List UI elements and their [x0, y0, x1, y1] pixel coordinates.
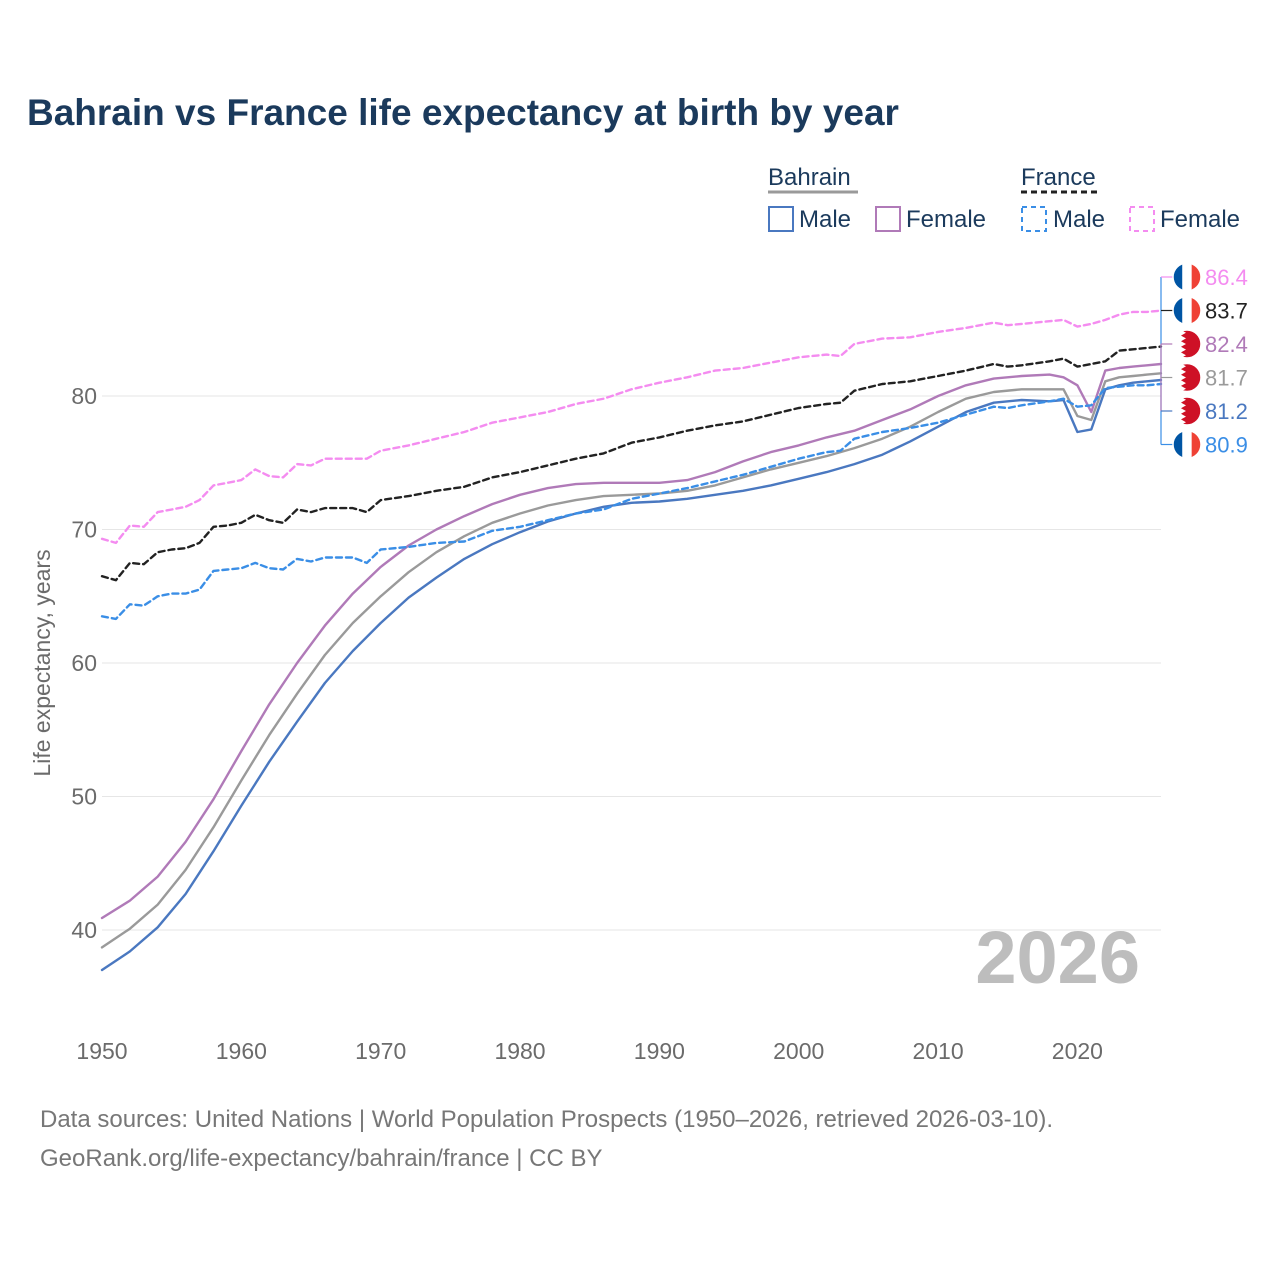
x-tick-label: 1960: [216, 1038, 267, 1064]
legend-label-france-female[interactable]: Female: [1160, 206, 1240, 233]
chart-title: Bahrain vs France life expectancy at bir…: [27, 92, 899, 133]
legend-group-bahrain: Bahrain: [768, 164, 851, 191]
axes: 1950 1960 1970 1980 1990 2000 2010 2020: [76, 1038, 1103, 1064]
bahrain-flag-icon: [1172, 362, 1202, 393]
y-tick-label: 40: [71, 917, 97, 943]
series-line-france-male[interactable]: [100, 382, 1163, 621]
france-flag-icon: [1172, 262, 1202, 292]
x-tick-label: 2010: [912, 1038, 963, 1064]
series-line-bahrain-female[interactable]: [100, 362, 1163, 920]
series-line-france-female[interactable]: [100, 309, 1163, 545]
bahrain-flag-icon: [1172, 396, 1202, 426]
bahrain-flag-icon: [1172, 329, 1202, 359]
y-tick-label: 70: [71, 517, 97, 543]
y-tick-label: 50: [71, 784, 97, 810]
end-value-label: 81.7: [1205, 366, 1248, 391]
series-line-bahrain[interactable]: [100, 372, 1163, 949]
x-tick-label: 2000: [773, 1038, 824, 1064]
series-line-france[interactable]: [100, 345, 1163, 582]
legend-group-france: France: [1021, 164, 1096, 191]
legend-swatch-france-female[interactable]: [1129, 206, 1155, 232]
x-tick-label: 1980: [494, 1038, 545, 1064]
y-axis-title: Life expectancy, years: [29, 549, 55, 776]
end-value-label: 83.7: [1205, 299, 1248, 324]
legend-swatch-bahrain-female[interactable]: [875, 206, 901, 232]
legend-label-bahrain-female[interactable]: Female: [906, 206, 986, 233]
year-watermark: 2026: [975, 916, 1140, 999]
gridlines: 40 50 60 70 80: [71, 383, 1161, 943]
legend-label-bahrain-male[interactable]: Male: [799, 206, 851, 233]
legend-swatch-bahrain-male[interactable]: [768, 206, 794, 232]
france-flag-icon: [1172, 295, 1202, 326]
source-url: GeoRank.org/life-expectancy/bahrain/fran…: [40, 1145, 603, 1172]
x-tick-label: 1990: [634, 1038, 685, 1064]
x-tick-label: 2020: [1052, 1038, 1103, 1064]
x-tick-label: 1970: [355, 1038, 406, 1064]
x-tick-label: 1950: [76, 1038, 127, 1064]
france-flag-icon: [1172, 429, 1202, 460]
end-value-label: 82.4: [1205, 332, 1248, 357]
legend: Bahrain France Male Female Male Female: [768, 164, 1240, 233]
end-value-label: 86.4: [1205, 265, 1248, 290]
end-value-label: 80.9: [1205, 433, 1248, 458]
end-markers: 86.4 83.7 82.4 81.7 81.2 80.9: [1160, 262, 1248, 460]
legend-label-france-male[interactable]: Male: [1053, 206, 1105, 233]
source-citation: Data sources: United Nations | World Pop…: [40, 1106, 1054, 1133]
series-line-bahrain-male[interactable]: [100, 378, 1163, 972]
y-tick-label: 80: [71, 383, 97, 409]
legend-swatch-france-male[interactable]: [1021, 206, 1047, 232]
end-value-label: 81.2: [1205, 399, 1248, 424]
y-tick-label: 60: [71, 650, 97, 676]
series-lines: [100, 309, 1163, 972]
